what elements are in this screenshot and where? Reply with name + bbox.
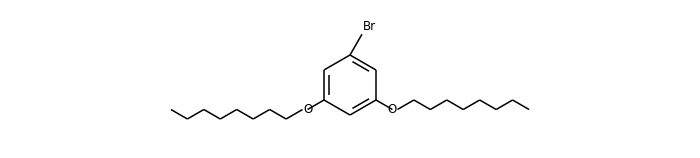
- Text: Br: Br: [363, 20, 376, 33]
- Text: O: O: [303, 103, 312, 116]
- Text: O: O: [388, 103, 397, 116]
